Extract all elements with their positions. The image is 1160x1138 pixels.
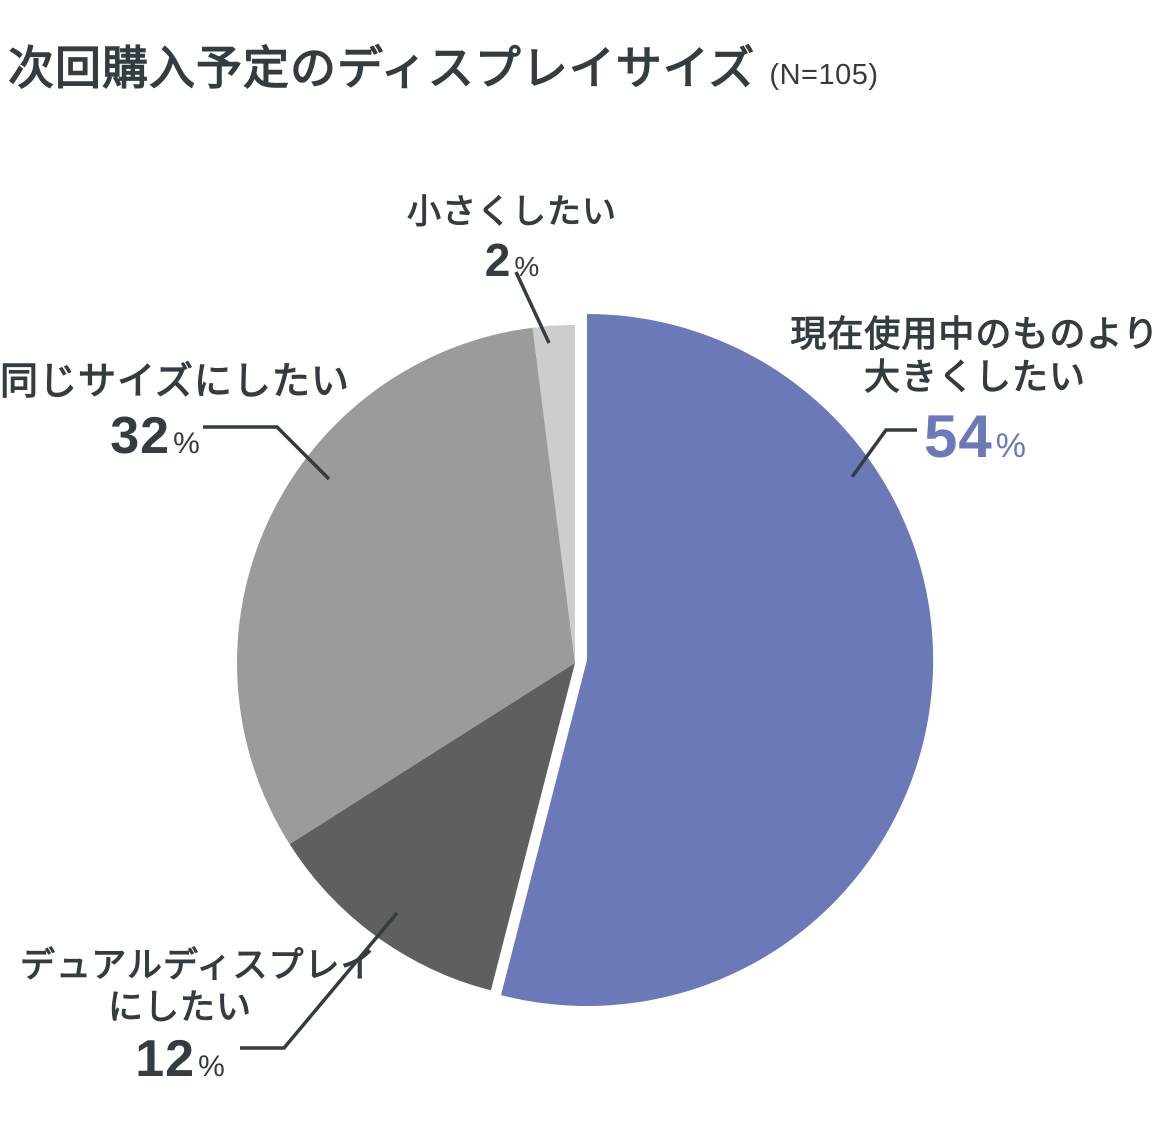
label-bigger-name-line1: 現在使用中のものより [790, 313, 1160, 354]
chart-header: 次回購入予定のディスプレイサイズ (N=105) [8, 32, 878, 98]
label-bigger: 現在使用中のものより 大きくしたい 54% [790, 312, 1160, 470]
label-bigger-name-line2: 大きくしたい [863, 356, 1086, 398]
label-bigger-percent-sign: % [995, 427, 1026, 466]
label-smaller-name: 小さくしたい [407, 193, 617, 231]
label-dual-display-name-line1: デュアルディスプレイ [20, 946, 377, 985]
label-dual-display-number: 12 [135, 1030, 196, 1088]
label-same-size-number: 32 [110, 406, 171, 465]
label-bigger-number: 54 [924, 403, 993, 471]
pie-slice-bigger [501, 313, 934, 1007]
label-same-size-name: 同じサイズにしたい [0, 361, 350, 403]
label-dual-display-value: 12% [20, 1030, 340, 1088]
label-same-size-percent-sign: % [173, 426, 200, 460]
leader-line-same [203, 425, 331, 481]
label-smaller: 小さくしたい 2% [382, 192, 642, 285]
chart-title: 次回購入予定のディスプレイサイズ [8, 42, 756, 94]
label-smaller-percent-sign: % [514, 250, 540, 282]
leader-line-smaller [514, 271, 551, 344]
label-dual-display-name-line2: にしたい [107, 988, 252, 1027]
leader-line-bigger [850, 428, 917, 479]
label-dual-display-percent-sign: % [198, 1050, 225, 1083]
chart-sample-size: (N=105) [769, 59, 879, 91]
pie-slice-same [237, 327, 575, 845]
label-dual-display: デュアルディスプレイ にしたい 12% [20, 945, 377, 1088]
leader-line-dual [240, 911, 399, 1050]
label-smaller-value: 2% [382, 233, 642, 286]
label-smaller-number: 2 [484, 233, 512, 286]
pie-slice-dual [289, 663, 575, 991]
label-bigger-value: 54% [790, 404, 1160, 470]
label-same-size-value: 32% [0, 406, 310, 465]
label-same-size: 同じサイズにしたい 32% [0, 360, 350, 465]
pie-slice-smaller [532, 325, 575, 663]
